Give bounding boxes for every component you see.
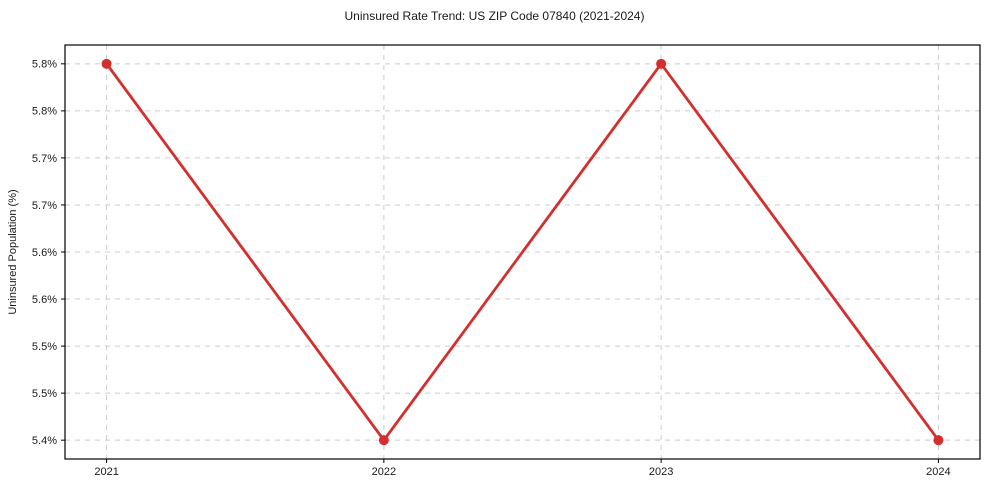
y-tick-label: 5.5% (32, 388, 57, 400)
x-tick-label: 2022 (372, 466, 396, 478)
y-tick-label: 5.5% (32, 341, 57, 353)
data-point (101, 58, 112, 69)
trend-line (105, 62, 940, 442)
x-tick-label: 2021 (94, 466, 118, 478)
x-tick-label: 2024 (926, 466, 950, 478)
data-point (378, 435, 389, 446)
y-tick-label: 5.6% (32, 294, 57, 306)
x-tick-label: 2023 (649, 466, 673, 478)
data-point (656, 58, 667, 69)
y-tick-label: 5.4% (32, 435, 57, 447)
y-tick-label: 5.7% (32, 153, 57, 165)
y-tick-label: 5.7% (32, 200, 57, 212)
y-tick-label: 5.6% (32, 247, 57, 259)
chart-title: Uninsured Rate Trend: US ZIP Code 07840 … (344, 9, 645, 23)
y-tick-label: 5.8% (32, 106, 57, 118)
data-point (933, 435, 944, 446)
y-tick-label: 5.8% (32, 59, 57, 71)
